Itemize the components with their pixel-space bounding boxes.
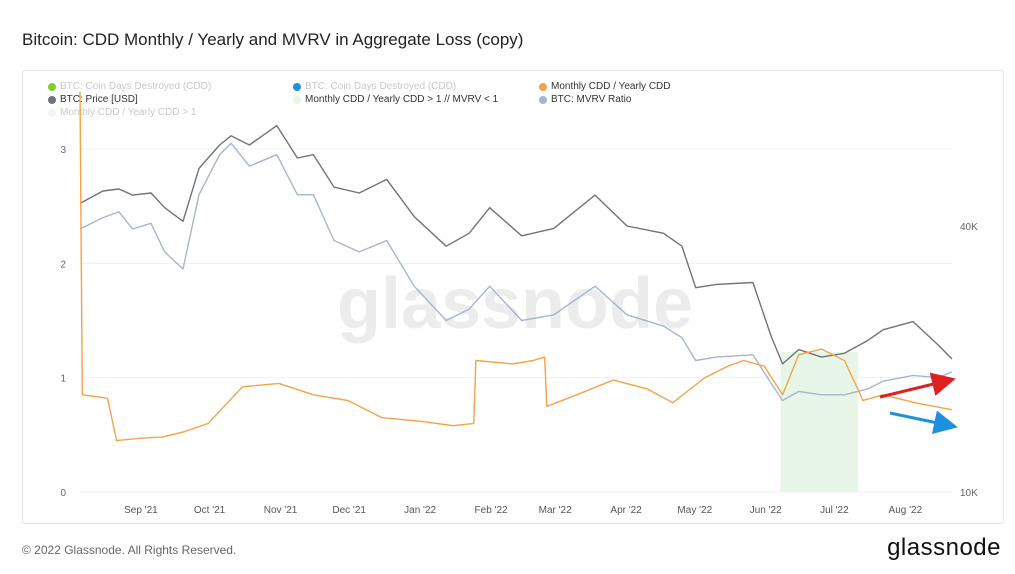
legend-item-cdd-gt-1[interactable]: Monthly CDD / Yearly CDD > 1 <box>48 107 196 118</box>
chart-title: Bitcoin: CDD Monthly / Yearly and MVRV i… <box>22 30 524 49</box>
copyright: © 2022 Glassnode. All Rights Reserved. <box>22 543 237 557</box>
legend-dot-icon <box>539 82 547 91</box>
brand-logo: glassnode <box>887 534 1001 561</box>
legend-item-mvrv[interactable]: BTC: MVRV Ratio <box>539 94 631 105</box>
legend-dot-icon <box>539 95 547 104</box>
chart-card <box>22 70 1004 524</box>
legend-dot-icon <box>48 108 56 117</box>
legend-item-price[interactable]: BTC: Price [USD] <box>48 94 138 105</box>
legend-label: Monthly CDD / Yearly CDD <box>551 81 671 92</box>
legend-item-cdd-green[interactable]: BTC: Coin Days Destroyed (CDD) <box>48 81 211 92</box>
legend-label: BTC: MVRV Ratio <box>551 94 632 105</box>
legend-label: Monthly CDD / Yearly CDD > 1 // MVRV < 1 <box>305 94 499 105</box>
legend-label: BTC: Coin Days Destroyed (CDD) <box>305 81 457 92</box>
legend-item-monthly-yearly-cdd[interactable]: Monthly CDD / Yearly CDD <box>539 81 670 92</box>
legend-item-shaded-region[interactable]: Monthly CDD / Yearly CDD > 1 // MVRV < 1 <box>293 94 498 105</box>
legend-label: BTC: Coin Days Destroyed (CDD) <box>60 81 212 92</box>
legend-dot-icon <box>48 95 56 104</box>
legend-label: Monthly CDD / Yearly CDD > 1 <box>60 107 197 118</box>
legend-dot-icon <box>48 82 56 91</box>
legend-dot-icon <box>293 82 301 91</box>
legend-label: BTC: Price [USD] <box>60 94 138 105</box>
legend-item-cdd-blue[interactable]: BTC: Coin Days Destroyed (CDD) <box>293 81 456 92</box>
legend-dot-icon <box>293 95 301 104</box>
